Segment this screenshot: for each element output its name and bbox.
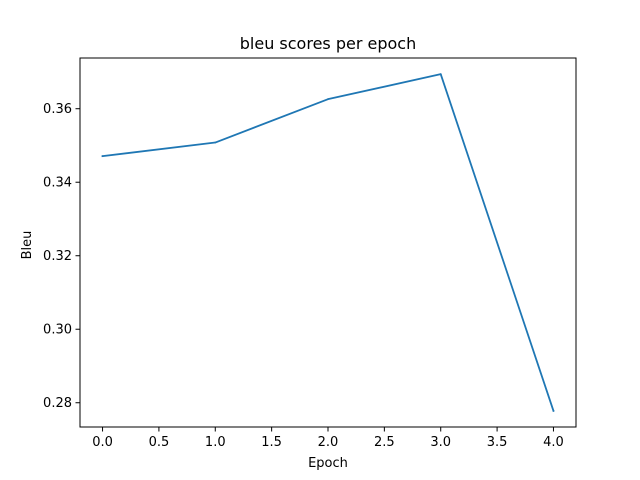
x-tick-label: 0.0	[92, 435, 113, 450]
y-tick-label: 0.30	[43, 323, 72, 338]
x-tick-label: 2.0	[318, 435, 339, 450]
x-tick-label: 4.0	[543, 435, 564, 450]
chart-title: bleu scores per epoch	[240, 34, 416, 53]
data-point	[101, 155, 104, 158]
x-tick-label: 0.5	[149, 435, 170, 450]
y-tick-label: 0.34	[43, 176, 72, 191]
y-tick-label: 0.28	[43, 396, 72, 411]
x-tick-label: 3.0	[430, 435, 451, 450]
plot-area: 0.0 0.5 1.0 1.5 2.0 2.5 3.0 3.5 4.0 0.28 0.30 0.32 0…	[43, 57, 577, 450]
y-tick-label: 0.32	[43, 249, 72, 264]
data-point	[552, 409, 555, 412]
y-tick-label: 0.36	[43, 102, 72, 117]
y-axis-title: Bleu	[20, 231, 35, 260]
data-point	[214, 141, 217, 144]
x-tick-label: 2.5	[374, 435, 395, 450]
data-point	[327, 98, 329, 101]
data-point	[439, 73, 442, 76]
x-tick-label: 1.5	[261, 435, 282, 450]
x-axis-title: Epoch	[308, 456, 348, 471]
x-tick-label: 3.5	[487, 435, 508, 450]
x-tick-label: 1.0	[205, 435, 226, 450]
